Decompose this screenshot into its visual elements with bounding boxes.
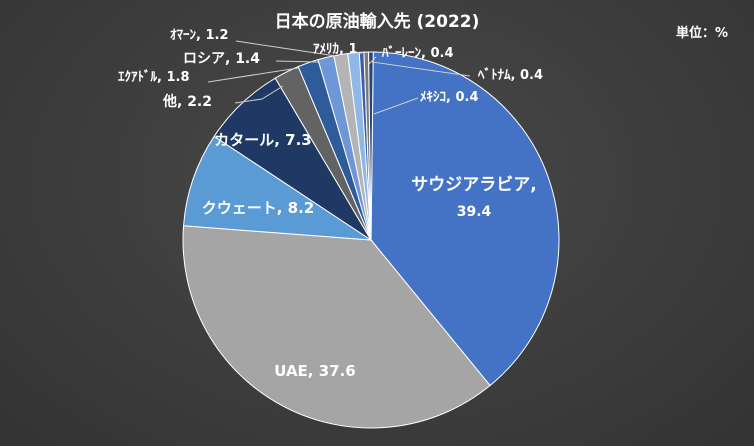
label-saudi-arabia: サウジアラビア, [411, 175, 536, 195]
pie-slice-1 [182, 225, 491, 429]
leader-line-0 [234, 85, 284, 104]
label-uae: UAE, 37.6 [274, 362, 356, 380]
label-ecuador: ｴｸｱﾄﾞﾙ, 1.8 [118, 69, 190, 85]
leader-line-6 [371, 61, 471, 77]
leader-line-2 [275, 60, 319, 63]
label-mexico: ﾒｷｼｺ, 0.4 [420, 90, 479, 105]
label-saudi-arabia-value: 39.4 [457, 204, 492, 220]
pie-slice-11 [368, 51, 374, 241]
chart-title: 日本の原油輸入先 (2022) [275, 11, 480, 32]
leader-line-7 [373, 97, 419, 115]
label-qatar: カタール, 7.3 [214, 131, 312, 149]
label-bahrain: ﾊﾞｰﾚｰﾝ, 0.4 [381, 45, 454, 61]
label-usa: ｱﾒﾘｶ, 1 [313, 42, 358, 57]
label-oman: ｵﾏｰﾝ, 1.2 [170, 28, 229, 43]
label-other: 他, 2.2 [162, 93, 212, 110]
leader-line-5 [368, 56, 377, 65]
unit-label: 単位：% [676, 25, 728, 41]
label-kuwait: クウェート, 8.2 [202, 199, 315, 217]
pie-slice-2 [183, 135, 373, 241]
label-vietnam: ﾍﾞﾄﾅﾑ, 0.4 [477, 67, 543, 83]
label-russia: ロシア, 1.4 [183, 51, 260, 67]
leader-line-1 [207, 67, 299, 83]
leader-line-3 [235, 40, 337, 57]
pie-slice-0 [370, 51, 560, 387]
